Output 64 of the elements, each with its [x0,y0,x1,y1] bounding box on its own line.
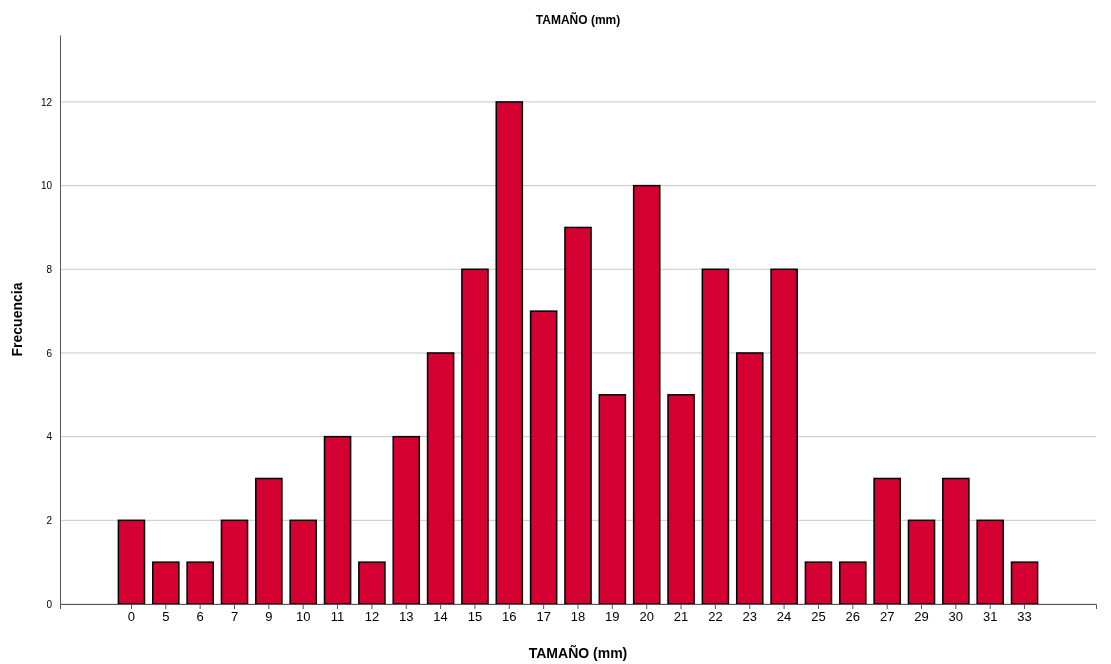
x-tick-label: 10 [295,609,311,625]
x-tick-label: 18 [570,609,586,625]
x-tick-label: 20 [639,609,654,625]
bar [495,101,524,605]
y-tick-label: 2 [46,515,53,527]
x-tick-label: 22 [708,609,723,625]
x-tick-label: 17 [536,609,551,625]
bar [804,561,833,605]
bar [117,519,146,605]
y-tick-label: 8 [46,263,53,275]
x-tick-label: 14 [433,609,448,625]
bar [564,226,592,605]
x-tick-label: 33 [1017,609,1032,625]
bar [701,268,730,605]
bar [152,561,180,605]
y-tick-label: 0 [46,598,53,610]
bar [461,268,489,605]
chart-title: TAMAÑO (mm) [535,12,621,27]
x-tick-label: 27 [879,609,895,625]
bar [529,310,558,605]
bar [255,477,283,605]
bar [907,519,936,605]
bar [667,394,695,605]
x-tick-label: 12 [364,609,380,625]
y-tick-label: 4 [46,431,53,443]
x-tick-label: 25 [811,609,826,625]
bar [770,268,798,605]
bar [289,519,317,605]
x-tick-label: 26 [845,609,861,625]
x-tick-label: 13 [399,609,414,625]
x-tick-label: 11 [330,609,345,625]
x-tick-label: 5 [162,609,170,625]
x-tick-label: 21 [673,609,689,625]
x-tick-label: 6 [196,609,204,625]
bar [632,184,661,605]
x-tick-label: 23 [742,609,757,625]
bar [186,561,214,605]
x-axis-title: TAMAÑO (mm) [528,644,628,661]
bar [735,352,764,605]
bar [839,561,867,605]
x-tick-label: 16 [502,609,517,625]
bar [392,435,421,605]
bar [426,352,455,605]
x-tick-label: 0 [127,609,136,625]
x-tick-label: 9 [265,609,273,625]
bar [358,561,386,605]
x-tick-label: 31 [982,609,998,625]
x-tick-label: 7 [230,609,239,625]
y-tick-label: 6 [46,347,53,359]
x-tick-label: 15 [467,609,483,625]
y-axis-title: Frecuencia [9,282,25,357]
bar [220,519,249,605]
x-tick-label: 29 [914,609,929,625]
bar [1010,561,1039,605]
bar [976,519,1005,605]
x-tick-label: 30 [948,609,964,625]
y-tick-label: 10 [40,180,53,192]
bar [873,477,901,605]
bar [323,435,352,605]
bar [942,477,970,605]
x-tick-label: 19 [605,609,620,625]
y-tick-label: 12 [40,96,53,108]
bar [598,394,627,605]
x-tick-label: 24 [776,609,792,625]
